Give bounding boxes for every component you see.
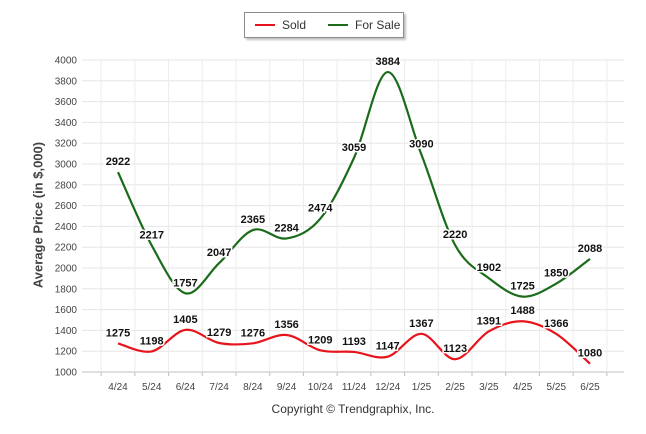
x-tick-label: 4/24 xyxy=(108,382,128,393)
x-tick-label: 1/25 xyxy=(412,382,432,393)
data-label-for-sale: 1902 xyxy=(477,262,501,274)
y-tick-label: 2400 xyxy=(55,222,78,233)
x-tick-label: 11/24 xyxy=(342,382,367,393)
data-label-for-sale: 2088 xyxy=(578,243,602,255)
copyright-footer: Copyright © Trendgraphix, Inc. xyxy=(271,402,435,416)
legend-label-for-sale: For Sale xyxy=(355,18,401,32)
series-lines xyxy=(117,70,591,365)
data-label-for-sale: 2474 xyxy=(308,203,333,215)
data-label-sold: 1488 xyxy=(510,305,534,317)
data-label-sold: 1279 xyxy=(207,327,231,339)
x-tick-label: 3/25 xyxy=(479,382,499,393)
y-tick-label: 2000 xyxy=(55,264,78,275)
y-tick-label: 1000 xyxy=(55,368,78,379)
data-label-for-sale: 2047 xyxy=(207,247,231,259)
y-tick-label: 3800 xyxy=(55,76,78,87)
grid-lines xyxy=(82,59,624,373)
data-label-for-sale: 1850 xyxy=(544,268,568,280)
y-tick-label: 1400 xyxy=(55,326,78,337)
x-tick-label: 7/24 xyxy=(209,382,229,393)
y-tick-label: 2200 xyxy=(55,243,78,254)
data-label-sold: 1276 xyxy=(241,327,265,339)
data-label-sold: 1080 xyxy=(578,348,602,360)
data-label-for-sale: 3884 xyxy=(375,56,400,68)
x-tick-label: 6/24 xyxy=(176,382,196,393)
data-label-sold: 1391 xyxy=(477,315,501,327)
series-line-for-sale xyxy=(117,70,591,298)
data-label-sold: 1147 xyxy=(376,341,400,353)
y-axis-ticks: 1000 1200 1400 1600 1800 2000 2200 2400 2600 2800… xyxy=(55,56,78,379)
x-tick-label: 2/25 xyxy=(445,382,465,393)
data-labels: 1275 1198 1405 1279 1276 1356 1209 1193 1147 1367… xyxy=(104,55,603,362)
data-label-sold: 1198 xyxy=(140,335,164,347)
data-label-sold: 1405 xyxy=(173,314,197,326)
data-label-for-sale: 2217 xyxy=(139,229,163,241)
y-tick-label: 3000 xyxy=(55,160,78,171)
data-label-for-sale: 3059 xyxy=(342,142,366,154)
y-tick-label: 2800 xyxy=(55,180,78,191)
x-tick-label: 5/24 xyxy=(142,382,162,393)
x-tick-label: 8/24 xyxy=(243,382,263,393)
x-tick-label: 10/24 xyxy=(308,382,333,393)
data-label-for-sale: 2220 xyxy=(443,229,467,241)
data-label-sold: 1275 xyxy=(106,327,130,339)
data-label-for-sale: 1725 xyxy=(510,281,534,293)
data-label-for-sale: 2284 xyxy=(274,222,299,234)
data-label-for-sale: 2365 xyxy=(241,214,265,226)
sold-line-swatch xyxy=(255,24,275,26)
y-tick-label: 1600 xyxy=(55,305,78,316)
for-sale-line-swatch xyxy=(328,24,349,26)
x-tick-label: 9/24 xyxy=(277,382,297,393)
legend-item-sold[interactable]: Sold xyxy=(255,18,306,32)
y-tick-label: 4000 xyxy=(55,56,78,67)
data-label-sold: 1367 xyxy=(409,318,433,330)
data-label-sold: 1193 xyxy=(342,336,366,348)
y-tick-label: 1200 xyxy=(55,347,78,358)
data-label-sold: 1356 xyxy=(274,319,298,331)
data-label-for-sale: 2922 xyxy=(106,156,130,168)
x-tick-label: 6/25 xyxy=(580,382,600,393)
y-tick-label: 3400 xyxy=(55,118,78,129)
data-label-sold: 1366 xyxy=(544,318,568,330)
x-tick-label: 5/25 xyxy=(547,382,567,393)
y-tick-label: 2600 xyxy=(55,201,78,212)
data-label-sold: 1209 xyxy=(308,334,332,346)
y-tick-label: 3200 xyxy=(55,139,78,150)
legend-label-sold: Sold xyxy=(282,18,307,32)
x-axis-ticks: 4/24 5/24 6/24 7/24 8/24 9/24 10/24 11/24 12/24 1… xyxy=(100,372,608,393)
y-tick-label: 1800 xyxy=(55,284,78,295)
data-label-for-sale: 1757 xyxy=(173,277,197,289)
y-tick-label: 3600 xyxy=(55,97,78,108)
legend: Sold For Sale xyxy=(244,12,404,38)
y-axis-label: Average Price (in $,000) xyxy=(30,141,46,289)
data-label-for-sale: 3090 xyxy=(409,139,433,151)
x-tick-label: 4/25 xyxy=(513,382,533,393)
legend-item-for-sale[interactable]: For Sale xyxy=(328,18,400,32)
series-line-sold xyxy=(117,320,591,365)
data-label-sold: 1123 xyxy=(443,343,467,355)
x-tick-label: 12/24 xyxy=(375,382,400,393)
